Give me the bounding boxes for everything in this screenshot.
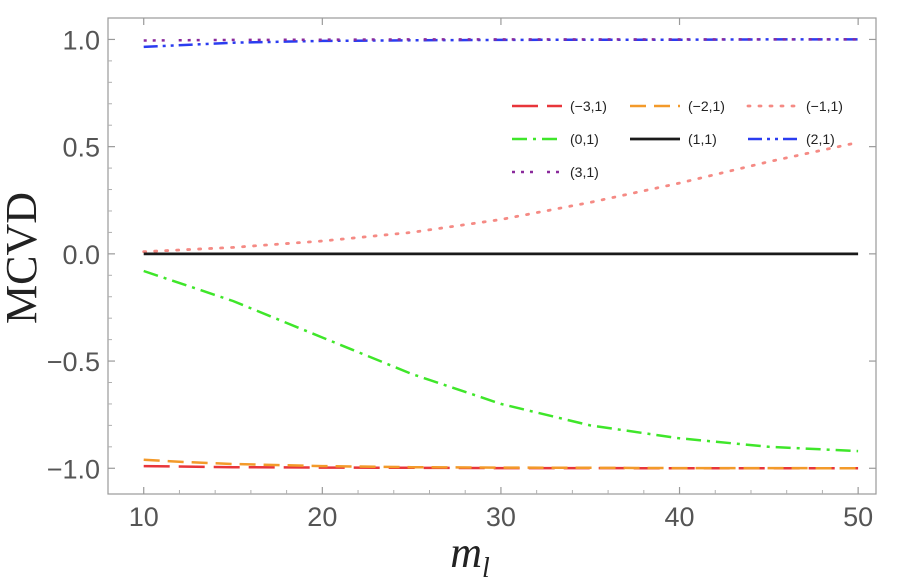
series-line-0 xyxy=(143,464,859,470)
x-tick-label: 30 xyxy=(486,502,516,532)
x-axis-title-main: m xyxy=(450,528,482,577)
x-axis-title: ml xyxy=(450,528,490,584)
y-tick-label: 1.0 xyxy=(62,25,100,55)
y-tick-label: −1.0 xyxy=(47,454,100,484)
legend-item: (0,1) xyxy=(512,131,599,147)
legend-label: (−3,1) xyxy=(570,98,607,114)
x-tick-label: 50 xyxy=(843,502,873,532)
series-line-1 xyxy=(143,458,859,470)
legend: (−3,1) (−2,1) (−1,1) (0,1) (1,1) (2,1) (3,1) xyxy=(512,98,843,180)
legend-item: (−3,1) xyxy=(512,98,607,114)
legend-item: (−1,1) xyxy=(746,98,843,114)
legend-label: (−2,1) xyxy=(688,98,725,114)
legend-label: (1,1) xyxy=(688,131,717,147)
legend-item: (2,1) xyxy=(748,131,835,147)
legend-label: (0,1) xyxy=(570,131,599,147)
x-tick-label: 10 xyxy=(129,502,159,532)
legend-item: (−2,1) xyxy=(630,98,725,114)
y-tick-label: −0.5 xyxy=(47,347,100,377)
y-axis-title: MCVD xyxy=(0,192,46,324)
legend-item: (1,1) xyxy=(630,131,717,147)
x-tick-label: 20 xyxy=(307,502,337,532)
legend-label: (3,1) xyxy=(570,164,599,180)
x-tick-label: 40 xyxy=(665,502,695,532)
series-line-3 xyxy=(143,269,859,453)
legend-label: (−1,1) xyxy=(806,98,843,114)
plot-area xyxy=(107,17,877,495)
x-axis-title-subscript: l xyxy=(482,553,490,584)
y-tick-label: 0.0 xyxy=(62,240,100,270)
plot-frame xyxy=(107,17,877,495)
axis-ticks: 10 20 30 40 50 −1.0 −0.5 0.0 0.5 1.0 xyxy=(47,18,876,532)
series-line-6 xyxy=(143,38,859,42)
legend-label: (2,1) xyxy=(806,131,835,147)
legend-item: (3,1) xyxy=(512,164,599,180)
y-tick-label: 0.5 xyxy=(62,133,100,163)
